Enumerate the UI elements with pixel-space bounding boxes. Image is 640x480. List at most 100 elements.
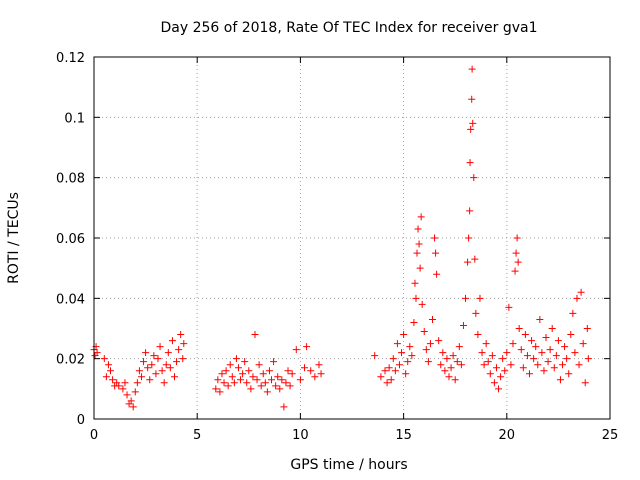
data-points [90, 65, 592, 411]
data-point [214, 376, 222, 384]
data-point [162, 361, 170, 369]
data-point [127, 397, 135, 405]
data-point [437, 361, 445, 369]
data-point [567, 331, 575, 339]
data-point [433, 270, 441, 278]
data-point [573, 294, 581, 302]
y-tick-label: 0 [77, 413, 85, 428]
y-tick-label: 0.04 [56, 292, 85, 307]
data-point [515, 325, 523, 332]
data-point [410, 318, 418, 326]
data-point [462, 294, 470, 302]
data-point [501, 367, 509, 375]
data-point [140, 358, 148, 366]
data-point [119, 385, 127, 393]
x-tick-label: 10 [292, 428, 309, 443]
data-point [226, 361, 234, 369]
x-axis-title: GPS time / hours [290, 457, 407, 473]
data-point [443, 355, 451, 363]
data-point [109, 376, 117, 384]
data-point [406, 343, 414, 351]
data-point [505, 303, 513, 311]
data-point [137, 373, 145, 381]
data-point [102, 373, 110, 381]
data-point [414, 225, 422, 233]
data-point [135, 367, 143, 375]
data-point [270, 358, 278, 366]
data-point [272, 382, 280, 390]
data-point [282, 379, 290, 387]
data-point [422, 346, 430, 354]
data-point [532, 343, 540, 351]
data-point [144, 364, 152, 372]
data-point [93, 349, 101, 357]
data-point [129, 403, 137, 411]
data-point [435, 337, 443, 345]
data-point [402, 370, 410, 378]
data-point [393, 340, 401, 348]
y-axis-title: ROTI / TECUs [6, 192, 22, 284]
data-point [449, 352, 457, 360]
y-tick-label: 0.02 [56, 353, 85, 368]
data-point [577, 288, 585, 296]
data-point [559, 361, 567, 369]
data-point [413, 249, 421, 257]
data-point [377, 373, 385, 381]
data-point [478, 349, 486, 357]
data-point [220, 379, 228, 387]
data-point [131, 388, 139, 396]
data-point [371, 352, 379, 360]
data-point [534, 361, 542, 369]
data-point [280, 403, 288, 411]
data-point [253, 376, 261, 384]
data-point [222, 367, 230, 375]
data-point [499, 355, 507, 363]
data-point [387, 376, 395, 384]
x-tick-label: 20 [499, 428, 516, 443]
data-point [584, 355, 592, 363]
data-point [569, 309, 577, 317]
data-point [278, 376, 286, 384]
data-point [400, 331, 408, 339]
data-point [296, 376, 304, 384]
data-point [480, 361, 488, 369]
y-tick-label: 0.1 [64, 111, 85, 126]
data-point [286, 382, 294, 390]
data-point [180, 340, 188, 348]
data-point [146, 376, 154, 384]
data-point [255, 361, 263, 369]
data-point [546, 346, 554, 354]
data-point [133, 379, 141, 387]
data-point [274, 373, 282, 381]
data-point [457, 361, 465, 369]
data-point [552, 352, 560, 360]
data-point [243, 379, 251, 387]
data-point [540, 367, 548, 375]
data-point [230, 379, 238, 387]
data-point [107, 367, 115, 375]
data-point [408, 352, 416, 360]
data-point [164, 349, 172, 357]
data-point [538, 349, 546, 357]
data-point [228, 373, 236, 381]
data-point [148, 361, 156, 369]
data-point [495, 385, 503, 393]
data-point [301, 364, 309, 372]
data-point [472, 309, 480, 317]
data-point [416, 264, 424, 272]
data-point [154, 355, 162, 363]
data-point [123, 391, 131, 399]
data-point [575, 361, 583, 369]
data-point [212, 385, 220, 393]
data-point [104, 361, 112, 369]
data-point [170, 373, 178, 381]
data-point [175, 346, 183, 354]
data-point [431, 234, 439, 242]
data-point [451, 376, 459, 384]
data-point [503, 349, 511, 357]
data-point [412, 294, 420, 302]
data-point [265, 367, 273, 375]
data-point [447, 364, 455, 372]
data-point [395, 361, 403, 369]
data-point [469, 119, 477, 127]
